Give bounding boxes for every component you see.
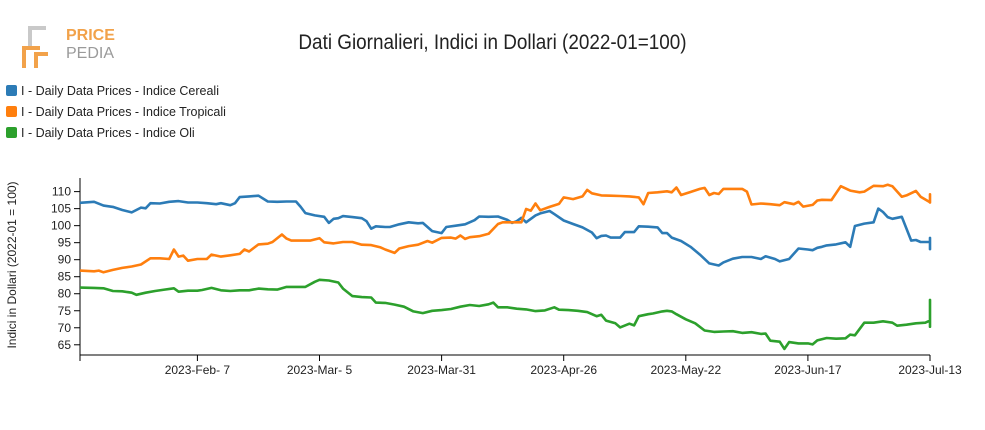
legend-label-tropicali: I - Daily Data Prices - Indice Tropicali: [21, 104, 226, 119]
pricepedia-logo: PRICE PEDIA: [22, 26, 115, 68]
logo-text-bottom: PEDIA: [66, 45, 114, 62]
y-tick-label: 70: [58, 321, 72, 335]
y-tick-label: 105: [51, 202, 71, 216]
logo-text-top: PRICE: [66, 27, 115, 44]
y-tick-label: 95: [58, 236, 72, 250]
x-tick-label: 2023-Jun-17: [774, 363, 842, 377]
chart-legend: I - Daily Data Prices - Indice Cereali I…: [6, 80, 226, 143]
y-tick-label: 80: [58, 287, 72, 301]
legend-label-cereali: I - Daily Data Prices - Indice Cereali: [21, 83, 219, 98]
x-tick-label: 2023-Mar- 5: [287, 363, 353, 377]
y-tick-label: 65: [58, 338, 72, 352]
legend-swatch-tropicali: [6, 106, 17, 117]
x-tick-label: 2023-Apr-26: [530, 363, 597, 377]
legend-item-cereali[interactable]: I - Daily Data Prices - Indice Cereali: [6, 80, 226, 101]
y-tick-label: 110: [52, 185, 71, 199]
chart-series-lines: [79, 183, 932, 351]
x-tick-label: 2023-Jul-13: [898, 363, 962, 377]
chart-axes: 65 70 75 80 85 90 95 100 105 110 2023-Feb- 7 2023-M…: [51, 178, 962, 377]
x-tick-label: 2023-May-22: [650, 363, 721, 377]
legend-swatch-cereali: [6, 85, 17, 96]
series-line-cereali[interactable]: [79, 194, 932, 267]
legend-item-tropicali[interactable]: I - Daily Data Prices - Indice Tropicali: [6, 101, 226, 122]
y-axis-label: Indici in Dollari (2022-01 = 100): [5, 181, 19, 348]
y-tick-label: 85: [58, 270, 72, 284]
legend-item-oli[interactable]: I - Daily Data Prices - Indice Oli: [6, 122, 226, 143]
x-tick-label: 2023-Feb- 7: [165, 363, 231, 377]
legend-swatch-oli: [6, 127, 17, 138]
y-tick-label: 75: [58, 304, 72, 318]
x-tick-label: 2023-Mar-31: [407, 363, 476, 377]
legend-label-oli: I - Daily Data Prices - Indice Oli: [21, 125, 195, 140]
y-tick-label: 90: [58, 253, 72, 267]
chart-title: Dati Giornalieri, Indici in Dollari (202…: [298, 31, 687, 54]
logo-mark-icon: [22, 26, 48, 68]
series-line-oli[interactable]: [79, 278, 932, 351]
y-tick-label: 100: [51, 219, 71, 233]
series-line-tropicali[interactable]: [79, 183, 932, 274]
